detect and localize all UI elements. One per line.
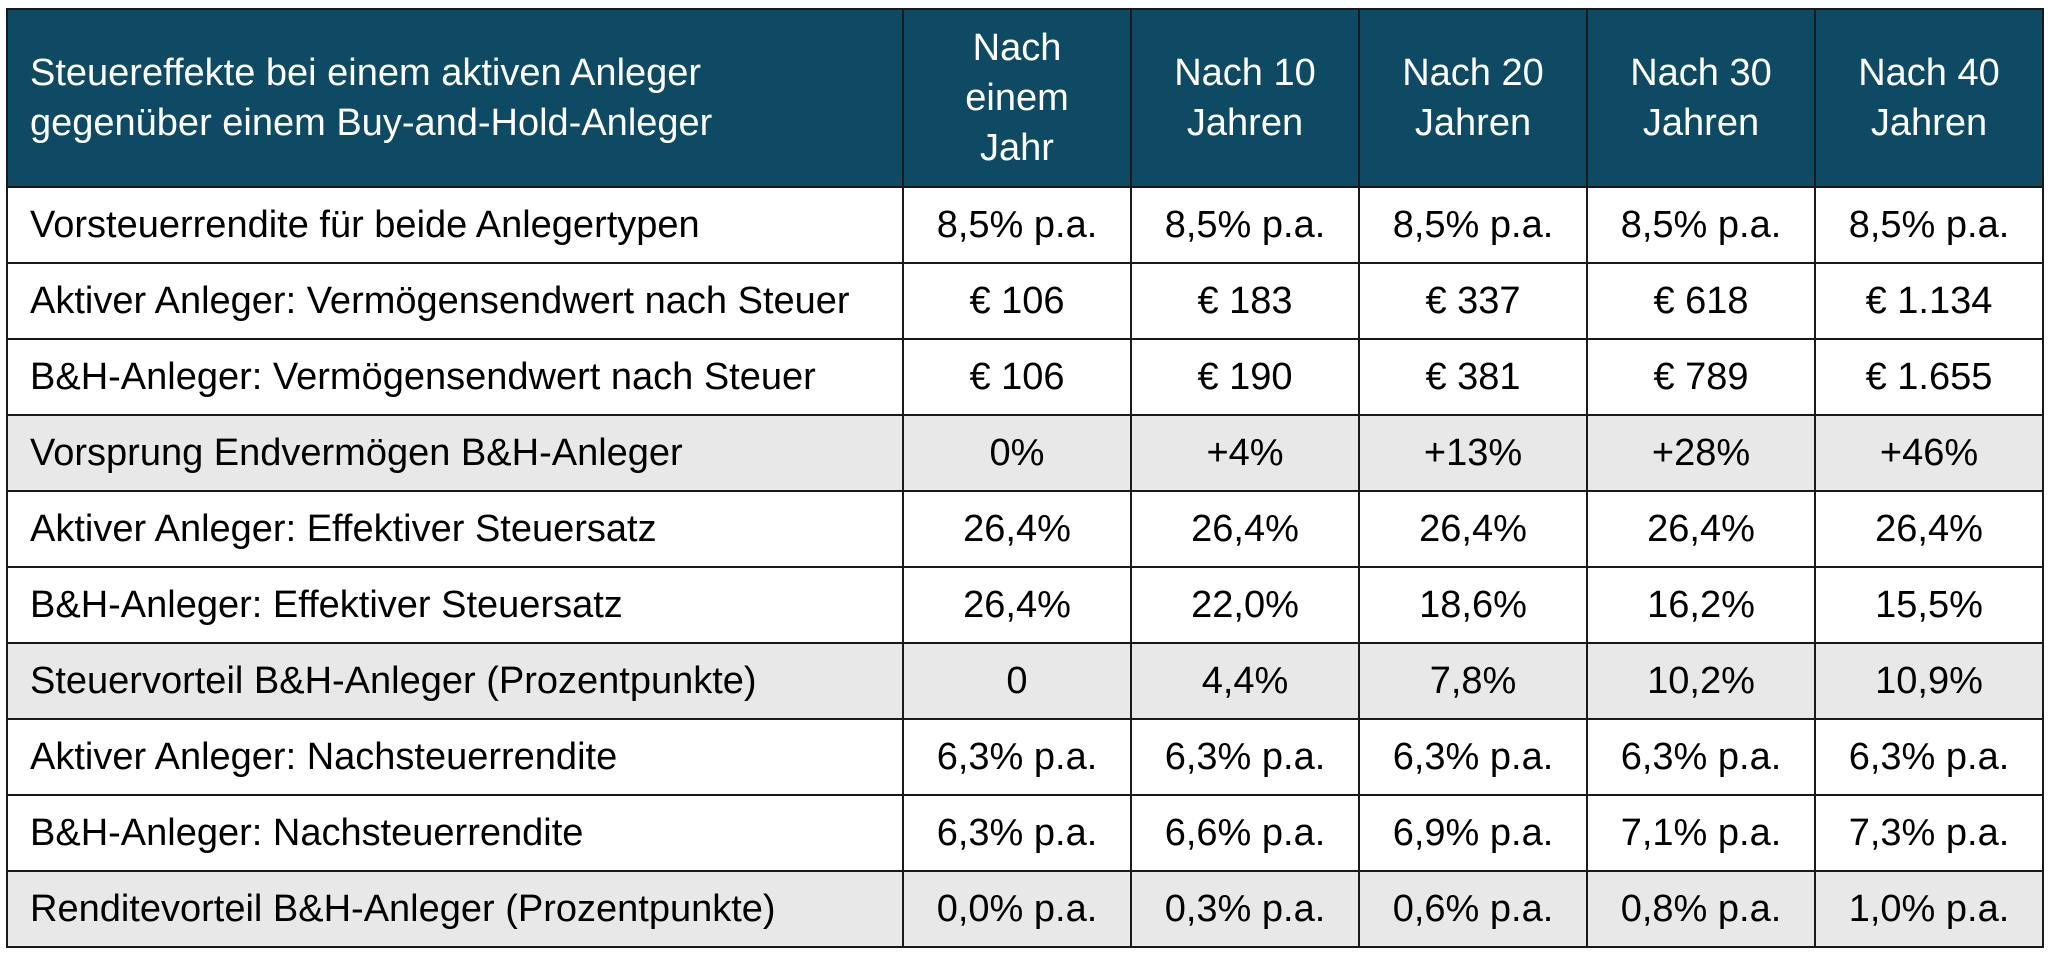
table-row-tax-advantage: Steuervorteil B&H-Anleger (Prozentpunkte… — [6, 642, 2044, 720]
column-header-line: einem — [965, 77, 1069, 119]
table-cell: 6,6% p.a. — [1130, 794, 1360, 872]
tax-comparison-table-container: Steuereffekte bei einem aktiven Anleger … — [6, 8, 2044, 948]
table-cell: 0,3% p.a. — [1130, 870, 1360, 948]
row-label: B&H-Anleger: Vermögensendwert nach Steue… — [6, 338, 904, 416]
table-cell: € 381 — [1358, 338, 1588, 416]
column-header-line: Nach 40 — [1858, 52, 2000, 94]
table-cell: 10,2% — [1586, 642, 1816, 720]
table-cell: € 1.655 — [1814, 338, 2044, 416]
row-label: Aktiver Anleger: Nachsteuerrendite — [6, 718, 904, 796]
row-label: Aktiver Anleger: Vermögensendwert nach S… — [6, 262, 904, 340]
table-cell: € 789 — [1586, 338, 1816, 416]
table-cell: +28% — [1586, 414, 1816, 492]
table-cell: 0,0% p.a. — [902, 870, 1132, 948]
table-cell: 8,5% p.a. — [902, 186, 1132, 264]
column-header-line: Jahr — [980, 127, 1054, 169]
table-cell: € 106 — [902, 262, 1132, 340]
column-header-year-20: Nach 20 Jahren — [1358, 8, 1588, 188]
table-row-bh-final-wealth: B&H-Anleger: Vermögensendwert nach Steue… — [6, 338, 2044, 416]
table-row-wealth-advantage: Vorsprung Endvermögen B&H-Anleger 0% +4%… — [6, 414, 2044, 492]
row-label: B&H-Anleger: Effektiver Steuersatz — [6, 566, 904, 644]
table-title-line2: gegenüber einem Buy-and-Hold-Anleger — [30, 102, 713, 144]
table-row-active-aftertax-return: Aktiver Anleger: Nachsteuerrendite 6,3% … — [6, 718, 2044, 796]
table-cell: 10,9% — [1814, 642, 2044, 720]
tax-comparison-table: Steuereffekte bei einem aktiven Anleger … — [6, 8, 2044, 948]
table-cell: 26,4% — [902, 490, 1132, 568]
table-cell: 0,6% p.a. — [1358, 870, 1588, 948]
row-label: B&H-Anleger: Nachsteuerrendite — [6, 794, 904, 872]
table-row-bh-tax-rate: B&H-Anleger: Effektiver Steuersatz 26,4%… — [6, 566, 2044, 644]
row-label: Steuervorteil B&H-Anleger (Prozentpunkte… — [6, 642, 904, 720]
column-header-year-40: Nach 40 Jahren — [1814, 8, 2044, 188]
table-cell: 1,0% p.a. — [1814, 870, 2044, 948]
table-cell: € 618 — [1586, 262, 1816, 340]
table-cell: 0% — [902, 414, 1132, 492]
row-label: Vorsprung Endvermögen B&H-Anleger — [6, 414, 904, 492]
table-row-active-final-wealth: Aktiver Anleger: Vermögensendwert nach S… — [6, 262, 2044, 340]
table-row-bh-aftertax-return: B&H-Anleger: Nachsteuerrendite 6,3% p.a.… — [6, 794, 2044, 872]
table-cell: +46% — [1814, 414, 2044, 492]
table-cell: 6,9% p.a. — [1358, 794, 1588, 872]
table-cell: 6,3% p.a. — [1358, 718, 1588, 796]
header-row: Steuereffekte bei einem aktiven Anleger … — [6, 8, 2044, 188]
table-cell: 0 — [902, 642, 1132, 720]
column-header-line: Jahren — [1414, 102, 1532, 144]
column-header-line: Jahren — [1870, 102, 1988, 144]
table-cell: 26,4% — [902, 566, 1132, 644]
table-cell: 0,8% p.a. — [1586, 870, 1816, 948]
column-header-line: Nach 10 — [1174, 52, 1316, 94]
table-cell: 8,5% p.a. — [1358, 186, 1588, 264]
table-cell: 26,4% — [1814, 490, 2044, 568]
table-cell: € 183 — [1130, 262, 1360, 340]
table-row-return-advantage: Renditevorteil B&H-Anleger (Prozentpunkt… — [6, 870, 2044, 948]
table-cell: 6,3% p.a. — [902, 718, 1132, 796]
table-cell: 26,4% — [1586, 490, 1816, 568]
table-cell: 7,3% p.a. — [1814, 794, 2044, 872]
row-label: Vorsteuerrendite für beide Anlegertypen — [6, 186, 904, 264]
table-cell: 7,8% — [1358, 642, 1588, 720]
column-header-year-10: Nach 10 Jahren — [1130, 8, 1360, 188]
column-header-line: Nach — [972, 27, 1062, 69]
table-cell: +13% — [1358, 414, 1588, 492]
table-cell: € 337 — [1358, 262, 1588, 340]
table-row-active-tax-rate: Aktiver Anleger: Effektiver Steuersatz 2… — [6, 490, 2044, 568]
table-cell: +4% — [1130, 414, 1360, 492]
table-cell: 22,0% — [1130, 566, 1360, 644]
table-cell: € 1.134 — [1814, 262, 2044, 340]
column-header-year-30: Nach 30 Jahren — [1586, 8, 1816, 188]
table-cell: 6,3% p.a. — [1814, 718, 2044, 796]
table-cell: 8,5% p.a. — [1130, 186, 1360, 264]
table-cell: 7,1% p.a. — [1586, 794, 1816, 872]
table-cell: 15,5% — [1814, 566, 2044, 644]
column-header-line: Nach 30 — [1630, 52, 1772, 94]
table-cell: 16,2% — [1586, 566, 1816, 644]
column-header-line: Jahren — [1186, 102, 1304, 144]
table-cell: € 106 — [902, 338, 1132, 416]
table-cell: 6,3% p.a. — [902, 794, 1132, 872]
table-cell: 26,4% — [1358, 490, 1588, 568]
column-header-year-1: Nach einem Jahr — [902, 8, 1132, 188]
table-cell: € 190 — [1130, 338, 1360, 416]
table-cell: 6,3% p.a. — [1130, 718, 1360, 796]
table-cell: 8,5% p.a. — [1586, 186, 1816, 264]
column-header-line: Nach 20 — [1402, 52, 1544, 94]
table-title-cell: Steuereffekte bei einem aktiven Anleger … — [6, 8, 904, 188]
table-title-line1: Steuereffekte bei einem aktiven Anleger — [30, 52, 702, 94]
row-label: Renditevorteil B&H-Anleger (Prozentpunkt… — [6, 870, 904, 948]
table-row-pretax-return: Vorsteuerrendite für beide Anlegertypen … — [6, 186, 2044, 264]
column-header-line: Jahren — [1642, 102, 1760, 144]
table-cell: 8,5% p.a. — [1814, 186, 2044, 264]
table-cell: 18,6% — [1358, 566, 1588, 644]
table-cell: 4,4% — [1130, 642, 1360, 720]
table-cell: 6,3% p.a. — [1586, 718, 1816, 796]
table-cell: 26,4% — [1130, 490, 1360, 568]
row-label: Aktiver Anleger: Effektiver Steuersatz — [6, 490, 904, 568]
